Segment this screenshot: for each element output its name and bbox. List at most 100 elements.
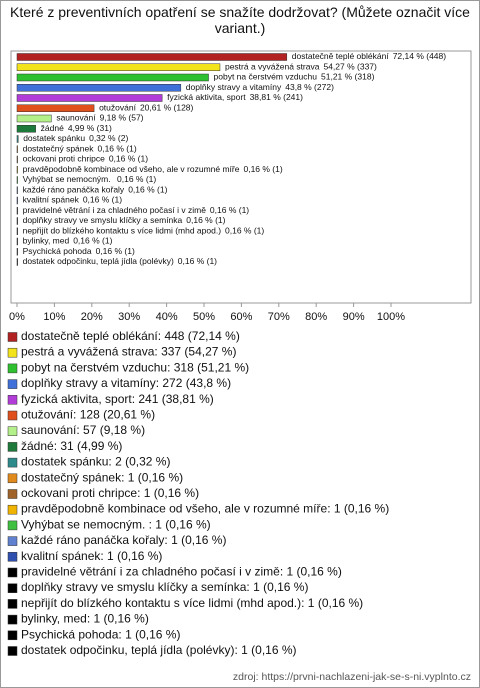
bar-label: doplňky stravy a vitamíny 43,8 % (272) — [186, 82, 334, 92]
bar-label-value: 0,32 % (2) — [89, 133, 128, 143]
bar-label-name: ockovani proti chripce — [23, 154, 105, 164]
legend-name: doplňky stravy a vitamíny — [21, 376, 156, 390]
x-tick-label: 70% — [268, 311, 290, 323]
legend-entry: ockovani proti chripce: 1 (0,16 %) — [21, 486, 199, 500]
bar-label-value: 0,16 % (1) — [96, 246, 135, 256]
legend-name: dostatečný spánek — [21, 470, 122, 484]
bar-label-value: 0,16 % (1) — [243, 164, 282, 174]
chart-title: Které z preventivních opatření se snažít… — [10, 4, 470, 36]
bar — [16, 217, 18, 225]
legend-swatch — [7, 395, 18, 405]
legend-entry: bylinky, med: 1 (0,16 %) — [21, 612, 149, 626]
bar-label-name: saunování — [56, 113, 96, 123]
x-tick-label: 0% — [9, 311, 25, 323]
bar-label-name: pestrá a vyvážená strava — [225, 62, 320, 72]
bar-label: fyzická aktivita, sport 38,81 % (241) — [167, 92, 303, 102]
x-tick-label: 20% — [81, 311, 103, 323]
legend-swatch — [7, 646, 18, 656]
bar-label: pobyt na čerstvém vzduchu 51,21 % (318) — [214, 72, 375, 82]
x-tick-label: 100% — [377, 311, 405, 323]
legend-name: doplňky stravy ve smyslu klíčky a semínk… — [21, 580, 247, 594]
legend-value: : 31 (4,99 %) — [54, 439, 123, 453]
bar-label-value: 0,16 % (1) — [186, 215, 225, 225]
bar-label-name: pravděpodobně kombinace od všeho, ale v … — [23, 164, 240, 174]
legend-name: nepřijít do blízkého kontaktu s více lid… — [21, 596, 301, 610]
bar-label-value: 0,16 % (1) — [83, 195, 122, 205]
x-tick-label: 60% — [230, 311, 252, 323]
bar-label: pravidelné větrání i za chladného počasí… — [23, 205, 250, 215]
x-tick-label: 40% — [156, 311, 178, 323]
bar-label-value: 20,61 % (128) — [140, 103, 194, 113]
legend-entry: žádné: 31 (4,99 %) — [21, 439, 122, 453]
bar-label: dostatečně teplé oblékání 72,14 % (448) — [292, 51, 446, 61]
bar-label-value: 72,14 % (448) — [393, 51, 447, 61]
bar — [16, 207, 18, 215]
legend-entry: dostatečný spánek: 1 (0,16 %) — [21, 470, 183, 484]
bar-label-value: 4,99 % (31) — [68, 123, 112, 133]
x-tick-label: 30% — [118, 311, 140, 323]
bar-label: ockovani proti chripce 0,16 % (1) — [23, 154, 149, 164]
bar-label-name: Psychická pohoda — [23, 246, 92, 256]
legend-name: pravděpodobně kombinace od všeho, ale v … — [21, 502, 328, 516]
legend-name: kvalitní spánek — [21, 549, 101, 563]
legend-name: ockovani proti chripce — [21, 486, 137, 500]
legend-swatch — [7, 332, 18, 342]
legend-entry: fyzická aktivita, sport: 241 (38,81 %) — [21, 392, 214, 406]
legend-entry: kvalitní spánek: 1 (0,16 %) — [21, 549, 162, 563]
legend-name: saunování — [21, 423, 77, 437]
legend-value: : 1 (0,16 %) — [280, 565, 342, 579]
x-tick-label: 90% — [343, 311, 365, 323]
bar-label-value: 51,21 % (318) — [321, 72, 375, 82]
legend-name: pestrá a vyvážená strava — [21, 345, 155, 359]
bar-label: doplňky stravy ve smyslu klíčky a semínk… — [23, 215, 226, 225]
bar-label: kvalitní spánek 0,16 % (1) — [23, 195, 123, 205]
bar — [16, 237, 18, 246]
legend-swatch — [7, 457, 18, 468]
bar-label-value: 43,8 % (272) — [285, 82, 334, 92]
bar-label: žádné 4,99 % (31) — [41, 123, 112, 133]
bar — [16, 73, 209, 82]
legend-value: : 2 (0,32 %) — [108, 455, 170, 469]
bar — [16, 84, 182, 92]
legend-entry: dostatek odpočinku, teplá jídla (polévky… — [21, 643, 297, 657]
bar-label: saunování 9,18 % (57) — [56, 113, 143, 123]
legend-name: Vyhýbat se nemocným. — [21, 518, 149, 532]
legend-entry: dostatek spánku: 2 (0,32 %) — [21, 455, 170, 469]
legend-entry: pestrá a vyvážená strava: 337 (54,27 %) — [21, 345, 236, 359]
legend-swatch — [7, 347, 18, 358]
legend-name: otužování — [21, 408, 74, 422]
bar-label-value: 0,16 % (1) — [97, 144, 136, 154]
bar-label-value: 0,16 % (1) — [210, 205, 249, 215]
legend-value: : 1 (0,16 %) — [246, 580, 308, 594]
bar-label-name: Vyhýbat se nemocným. — [23, 174, 113, 184]
legend-entry: pravděpodobně kombinace od všeho, ale v … — [21, 502, 389, 516]
legend-entry: doplňky stravy ve smyslu klíčky a semínk… — [21, 580, 308, 594]
bar — [16, 63, 221, 71]
legend-value: : 1 (0,16 %) — [121, 470, 183, 484]
bar-label: Vyhýbat se nemocným. 0,16 % (1) — [23, 174, 157, 184]
bar — [16, 53, 288, 61]
legend-value: : 241 (38,81 %) — [132, 392, 214, 406]
legend-value: : 1 (0,16 %) — [164, 533, 226, 547]
legend-swatch — [7, 379, 18, 389]
bar — [16, 155, 18, 164]
bar-label: Psychická pohoda 0,16 % (1) — [23, 246, 135, 256]
legend-entry: Psychická pohoda: 1 (0,16 %) — [21, 627, 180, 641]
bar-label-name: pobyt na čerstvém vzduchu — [214, 72, 318, 82]
legend-value: : 337 (54,27 %) — [154, 345, 236, 359]
legend-swatch — [7, 536, 18, 546]
x-tick-label: 10% — [43, 311, 65, 323]
bar — [16, 135, 19, 143]
bar-label-name: doplňky stravy a vitamíny — [186, 82, 282, 92]
x-tick-label: 80% — [305, 311, 327, 323]
bar-label-value: 38,81 % (241) — [250, 92, 304, 102]
bar — [16, 145, 18, 153]
bar-label-name: dostatek odpočinku, teplá jídla (polévky… — [23, 256, 174, 266]
legend-value: : 1 (0,16 %) — [234, 643, 296, 657]
legend-value: : 448 (72,14 %) — [158, 329, 240, 343]
legend-name: dostatek odpočinku, teplá jídla (polévky… — [21, 643, 234, 657]
legend-value: : 1 (0,16 %) — [100, 549, 162, 563]
legend-swatch — [7, 410, 18, 421]
bar-label-name: nepřijít do blízkého kontaktu s více lid… — [23, 226, 222, 236]
bar-label-value: 0,16 % (1) — [225, 226, 264, 236]
